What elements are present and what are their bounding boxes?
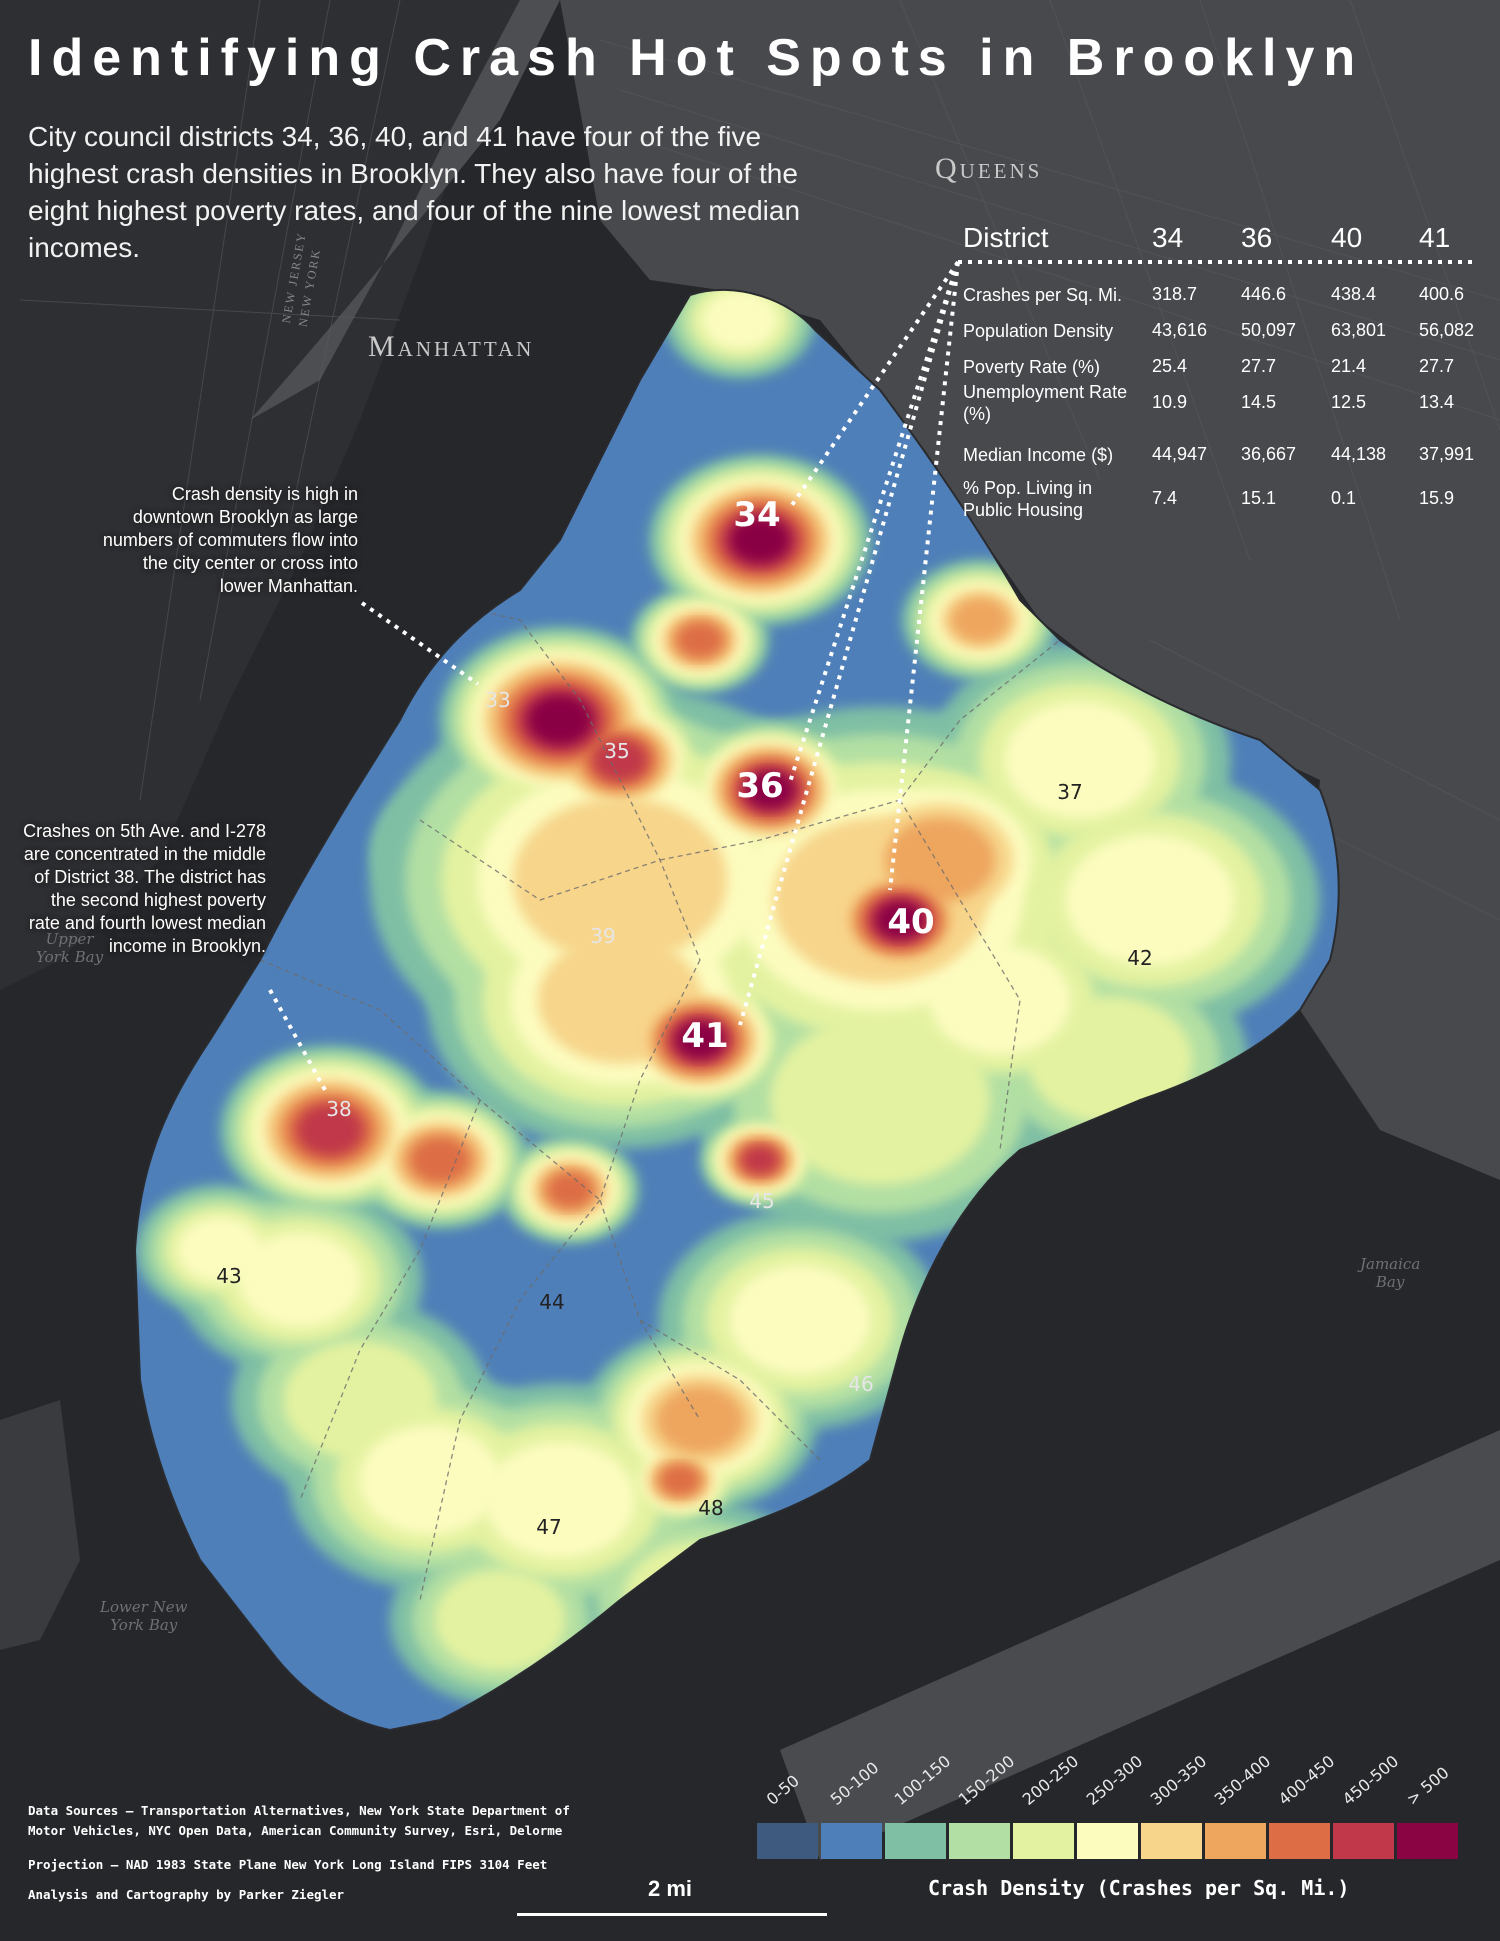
- stats-cell: 13.4: [1419, 392, 1455, 412]
- district-stats-table: District 34 36 40 41 Crashes per Sq. Mi.…: [955, 222, 1485, 520]
- stats-cell: 10.9: [1152, 392, 1188, 412]
- map-subtitle: City council districts 34, 36, 40, and 4…: [28, 121, 801, 263]
- cartography-credit: Analysis and Cartography by Parker Ziegl…: [28, 1887, 345, 1902]
- stats-row-label: Unemployment Rate (%): [963, 382, 1128, 424]
- district-label-38: 38: [326, 1097, 352, 1121]
- stats-cell: 446.6: [1241, 284, 1287, 304]
- stats-cell: 21.4: [1331, 356, 1367, 376]
- data-sources: Data Sources – Transportation Alternativ…: [28, 1803, 570, 1838]
- stats-cell: 7.4: [1152, 488, 1178, 508]
- legend-swatch: [1269, 1823, 1330, 1859]
- district-label-35: 35: [604, 739, 630, 763]
- water-label-lower-bay: Lower New York Bay: [100, 1598, 188, 1634]
- stats-cell: 12.5: [1331, 392, 1367, 412]
- district-label-33: 33: [485, 688, 511, 712]
- place-label-queens: Queens: [935, 152, 1043, 185]
- district-label-41: 41: [681, 1016, 729, 1056]
- district-label-43: 43: [216, 1264, 242, 1288]
- water-label-upper-bay: Upper York Bay: [36, 930, 104, 966]
- legend-swatch: [1077, 1823, 1138, 1859]
- district-label-45: 45: [749, 1189, 775, 1213]
- map-title: Identifying Crash Hot Spots in Brooklyn: [28, 29, 1365, 87]
- legend-swatch: [821, 1823, 882, 1859]
- projection-note: Projection – NAD 1983 State Plane New Yo…: [28, 1857, 548, 1872]
- stats-cell: 37,991: [1419, 444, 1475, 464]
- stats-header-34: 34: [1152, 222, 1184, 253]
- stats-header-41: 41: [1419, 222, 1451, 253]
- annotation-district-38: Crashes on 5th Ave. and I-278 are concen…: [23, 821, 266, 956]
- legend-swatch: [1397, 1823, 1458, 1859]
- stats-cell: 438.4: [1331, 284, 1377, 304]
- legend-swatch: [949, 1823, 1010, 1859]
- stats-cell: 63,801: [1331, 320, 1387, 340]
- district-label-34: 34: [733, 495, 781, 535]
- stats-cell: 44,138: [1331, 444, 1387, 464]
- district-label-37: 37: [1057, 780, 1083, 804]
- stats-row-label: Median Income ($): [963, 445, 1114, 465]
- legend-swatch: [1141, 1823, 1202, 1859]
- stats-cell: 15.9: [1419, 488, 1455, 508]
- stats-cell: 15.1: [1241, 488, 1277, 508]
- stats-header-40: 40: [1331, 222, 1363, 253]
- legend-color-bar: [757, 1823, 1461, 1859]
- callout-lines: [268, 260, 1478, 1091]
- stats-cell: 27.7: [1419, 356, 1455, 376]
- legend-swatch: [1013, 1823, 1074, 1859]
- stats-header-district: District: [963, 222, 1049, 253]
- annotation-downtown: Crash density is high in downtown Brookl…: [102, 484, 358, 596]
- district-label-47: 47: [536, 1515, 562, 1539]
- legend-swatch: [757, 1823, 818, 1859]
- district-label-40: 40: [887, 902, 935, 942]
- stats-cell: 400.6: [1419, 284, 1465, 304]
- stats-cell: 36,667: [1241, 444, 1297, 464]
- stats-cell: 56,082: [1419, 320, 1475, 340]
- district-label-46: 46: [848, 1372, 874, 1396]
- place-label-manhattan: Manhattan: [368, 330, 535, 363]
- district-label-44: 44: [539, 1290, 565, 1314]
- basemap: [0, 0, 1500, 1860]
- stats-header-36: 36: [1241, 222, 1273, 253]
- scale-bar: [517, 1913, 827, 1916]
- stats-row-label: Population Density: [963, 321, 1114, 341]
- legend-swatch: [885, 1823, 946, 1859]
- district-label-39: 39: [590, 924, 616, 948]
- water-label-jamaica-bay: Jamaica Bay: [1360, 1255, 1421, 1291]
- stats-cell: 43,616: [1152, 320, 1208, 340]
- stats-cell: 27.7: [1241, 356, 1277, 376]
- legend-title: Crash Density (Crashes per Sq. Mi.): [928, 1876, 1350, 1900]
- stats-row-label: Crashes per Sq. Mi.: [963, 285, 1123, 305]
- district-label-36: 36: [736, 766, 784, 806]
- stats-cell: 44,947: [1152, 444, 1208, 464]
- scale-bar-label: 2 mi: [648, 1876, 693, 1901]
- stats-cell: 50,097: [1241, 320, 1297, 340]
- stats-cell: 318.7: [1152, 284, 1198, 304]
- stats-row-label: % Pop. Living in Public Housing: [963, 478, 1093, 520]
- stats-cell: 14.5: [1241, 392, 1277, 412]
- legend-swatch: [1333, 1823, 1394, 1859]
- district-label-42: 42: [1127, 946, 1153, 970]
- stats-row-label: Poverty Rate (%): [963, 357, 1101, 377]
- district-label-48: 48: [698, 1496, 724, 1520]
- stats-cell: 25.4: [1152, 356, 1188, 376]
- stats-cell: 0.1: [1331, 488, 1357, 508]
- stats-header-row: District 34 36 40 41: [955, 222, 1485, 266]
- legend-swatch: [1205, 1823, 1266, 1859]
